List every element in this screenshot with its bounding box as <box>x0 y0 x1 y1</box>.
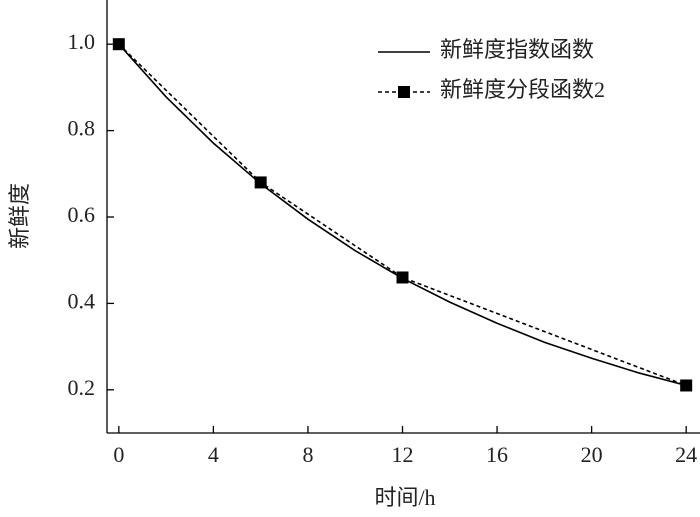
x-tick-label: 12 <box>392 442 414 467</box>
marker <box>254 176 267 189</box>
y-tick-label: 0.8 <box>68 116 96 141</box>
y-tick-label: 0.2 <box>68 375 96 400</box>
y-tick-label: 0.6 <box>68 202 96 227</box>
x-tick-label: 20 <box>581 442 603 467</box>
y-tick-label: 0.4 <box>68 288 96 313</box>
y-axis-label: 新鲜度 <box>7 183 32 249</box>
x-tick-label: 0 <box>113 442 124 467</box>
marker <box>680 379 693 392</box>
x-tick-label: 16 <box>486 442 508 467</box>
marker <box>396 271 409 284</box>
y-tick-label: 1.0 <box>68 29 96 54</box>
marker <box>112 38 125 51</box>
series-line <box>118 43 687 387</box>
x-axis-label: 时间/h <box>374 485 435 510</box>
legend-label: 新鲜度指数函数 <box>440 37 594 62</box>
legend-marker <box>398 86 410 98</box>
x-tick-label: 4 <box>208 442 219 467</box>
legend-label: 新鲜度分段函数2 <box>440 77 605 102</box>
x-tick-label: 8 <box>302 442 313 467</box>
x-tick-label: 24 <box>675 442 697 467</box>
